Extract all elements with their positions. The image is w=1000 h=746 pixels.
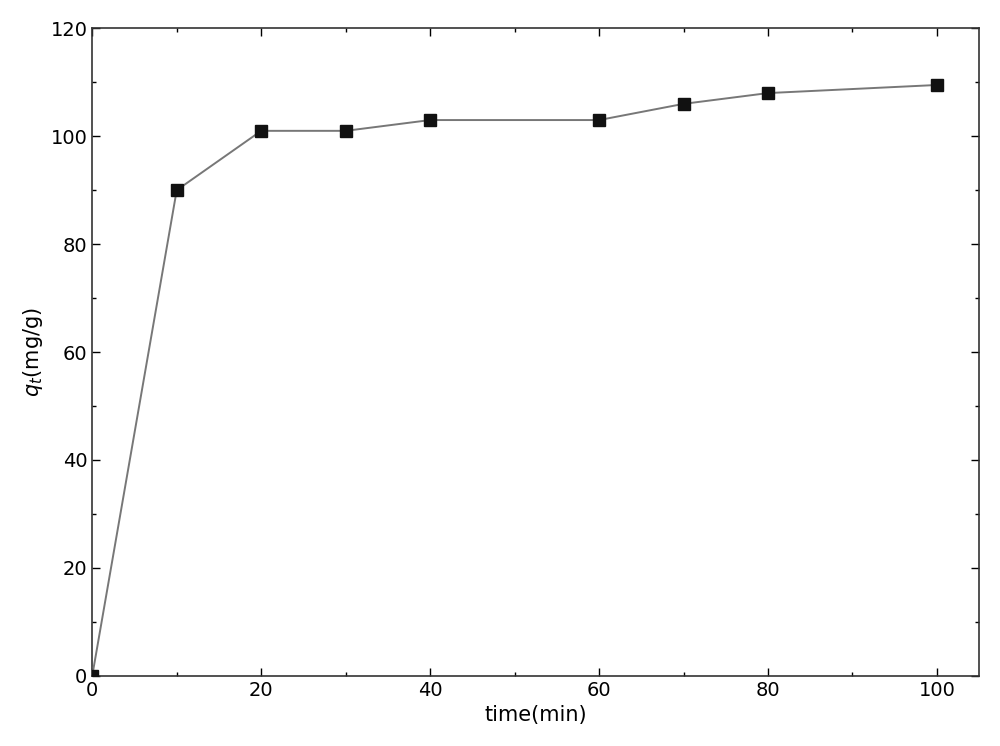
X-axis label: time(min): time(min): [484, 705, 587, 725]
Y-axis label: $q_t$(mg/g): $q_t$(mg/g): [21, 307, 45, 397]
